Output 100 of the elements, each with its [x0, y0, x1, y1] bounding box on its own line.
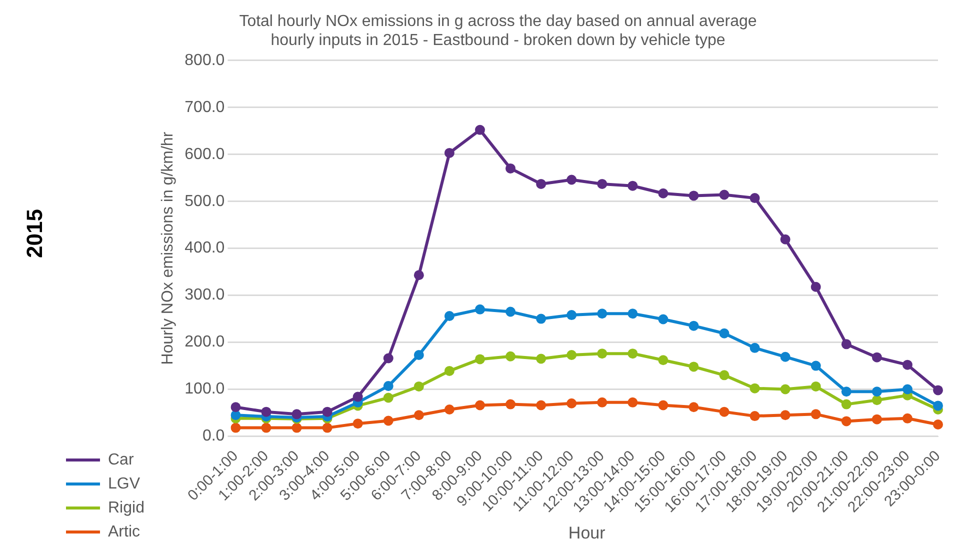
point: [688, 190, 699, 201]
point: [872, 352, 882, 362]
legend-label: LGV: [108, 475, 140, 492]
y-tick-label: 0.0: [202, 428, 225, 445]
point: [444, 404, 454, 414]
point: [780, 384, 790, 394]
point: [810, 282, 821, 292]
point: [597, 348, 608, 359]
point: [414, 410, 424, 420]
point: [536, 354, 546, 364]
point: [444, 148, 454, 158]
point: [506, 351, 516, 362]
point: [688, 320, 699, 331]
point: [872, 386, 882, 397]
point: [230, 402, 241, 412]
point: [506, 399, 516, 410]
y-tick-label: 200.0: [184, 334, 225, 351]
point: [597, 308, 608, 319]
y-tick-label: 500.0: [184, 192, 225, 210]
point: [658, 188, 668, 198]
point: [597, 397, 608, 408]
point: [933, 420, 943, 430]
point: [292, 409, 302, 420]
point: [352, 392, 363, 402]
point: [810, 381, 821, 392]
point: [628, 308, 638, 319]
point: [261, 422, 272, 433]
point: [658, 314, 668, 324]
point: [566, 310, 577, 320]
point: [841, 416, 852, 426]
point: [933, 385, 943, 396]
y-axis-title: Hourly NOx emissions in g/km/hr: [159, 131, 176, 365]
point: [474, 304, 485, 314]
point: [688, 362, 699, 372]
text: 2015: [22, 209, 48, 258]
point: [383, 380, 394, 391]
point: [414, 350, 424, 360]
point: [322, 406, 332, 417]
point: [750, 411, 760, 422]
point: [628, 348, 638, 359]
point: [780, 234, 790, 244]
point: [628, 397, 638, 408]
point: [841, 386, 852, 397]
point: [383, 392, 394, 403]
point: [780, 410, 790, 420]
point: [566, 174, 577, 185]
y-tick-label: 300.0: [184, 286, 225, 304]
point: [628, 180, 638, 191]
point: [841, 339, 852, 350]
point: [383, 353, 394, 364]
point: [658, 355, 668, 366]
point: [810, 409, 821, 420]
y-tick-label: 400.0: [184, 240, 225, 257]
point: [536, 178, 546, 189]
point: [750, 193, 760, 204]
point: [322, 422, 332, 433]
legend-label: Car: [108, 451, 134, 468]
point: [506, 163, 516, 174]
point: [902, 413, 912, 424]
point: [474, 354, 485, 364]
point: [872, 395, 882, 406]
y-tick-label: 700.0: [184, 98, 225, 116]
y-tick-label: 100.0: [184, 380, 225, 398]
point: [810, 360, 821, 371]
point: [841, 399, 852, 410]
point: [230, 422, 241, 433]
point: [566, 398, 577, 408]
point: [933, 400, 943, 411]
point: [292, 422, 302, 433]
point: [414, 381, 424, 392]
point: [780, 352, 790, 362]
point: [872, 414, 882, 424]
y-tick-label: 800.0: [184, 52, 225, 69]
point: [444, 366, 454, 376]
chart-title: Total hourly NOx emissions in g across the day based on annual average hourly inputs in 2015 - Eastbound - broken down by vehicle type: [239, 13, 757, 50]
point: [688, 402, 699, 412]
point: [750, 342, 760, 353]
point: [383, 416, 394, 426]
point: [719, 328, 730, 338]
point: [566, 350, 577, 360]
point: [902, 360, 912, 370]
point: [536, 314, 546, 324]
point: [474, 124, 485, 135]
point: [902, 384, 912, 394]
x-axis-title: Hour: [568, 523, 606, 542]
point: [719, 406, 730, 417]
point: [506, 306, 516, 317]
point: [719, 370, 730, 380]
point: [658, 400, 668, 410]
point: [750, 383, 760, 394]
point: [536, 400, 546, 410]
point: [414, 270, 424, 280]
point: [719, 190, 730, 200]
legend-label: Rigid: [108, 499, 144, 516]
point: [352, 418, 363, 429]
y-tick-label: 600.0: [184, 146, 225, 163]
point: [597, 178, 608, 189]
point: [261, 406, 272, 417]
point: [444, 310, 454, 321]
point: [474, 400, 485, 410]
